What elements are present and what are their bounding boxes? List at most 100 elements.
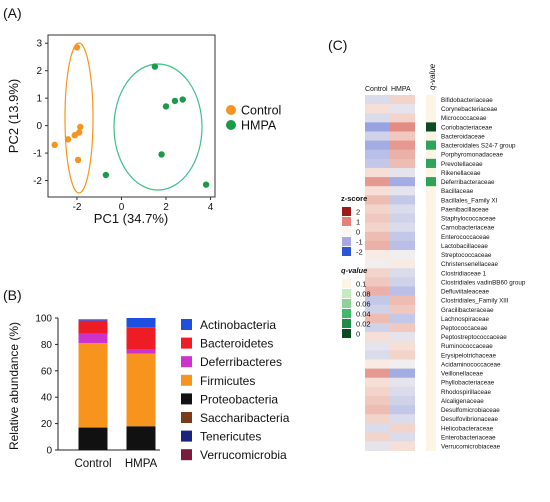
heatmap-row-label: Paenibacillaceae bbox=[441, 206, 489, 213]
heatmap-row-label: Acidaminococcaceae bbox=[441, 361, 501, 368]
heatmap-cell bbox=[390, 304, 415, 315]
heatmap-row-label: Desulfomicrobiaceae bbox=[441, 407, 500, 414]
zscore-legend-label: -1 bbox=[356, 238, 363, 247]
heatmap-cell bbox=[365, 131, 390, 141]
qvalue-legend-label: 0.04 bbox=[356, 310, 371, 319]
zscore-legend-title: z-score bbox=[341, 194, 367, 203]
heatmap-cell bbox=[390, 195, 415, 205]
heatmap-row-label: Erysipelotrichaceae bbox=[441, 352, 496, 359]
zscore-legend-swatch bbox=[342, 227, 351, 236]
bar-y-tick-label: 20 bbox=[41, 419, 53, 430]
bar-y-tick-label: 60 bbox=[41, 366, 53, 377]
bar-segment-firmicutes-control bbox=[78, 343, 108, 428]
bar-legend-label: Saccharibacteria bbox=[200, 411, 290, 425]
pca-point-control bbox=[71, 132, 78, 139]
heatmap-qvalue-cell bbox=[426, 432, 436, 442]
heatmap-cell bbox=[365, 377, 390, 388]
pca-points bbox=[51, 44, 210, 188]
pca-x-tick-label: 2 bbox=[163, 202, 169, 213]
heatmap-qvalue-cell bbox=[426, 341, 436, 351]
heatmap-row-label: Bifidobacteriaceae bbox=[441, 97, 493, 104]
heatmap-cell bbox=[365, 122, 390, 132]
heatmap-row-label: Bacteroidaceae bbox=[441, 133, 485, 140]
pca-legend-label: HMPA bbox=[241, 119, 277, 133]
heatmap-row-label: Ruminococcaceae bbox=[441, 343, 493, 350]
heatmap-cell bbox=[390, 414, 415, 424]
bar-y-tick-label: 0 bbox=[46, 446, 52, 457]
heatmap-qvalue-cell bbox=[426, 104, 436, 114]
heatmap-cell bbox=[390, 104, 415, 114]
heatmap-qvalue-cell bbox=[426, 259, 436, 269]
bar-legend-swatch-tenericutes bbox=[181, 430, 192, 442]
zscore-legend-swatch bbox=[342, 207, 351, 216]
heatmap-qvalue-cell bbox=[426, 231, 436, 242]
pca-y-tick-label: 3 bbox=[36, 39, 42, 50]
pca-x-tick-label: -2 bbox=[72, 202, 81, 213]
heatmap-cell bbox=[365, 395, 390, 406]
heatmap-qvalue-cell bbox=[426, 195, 436, 205]
pca-x-ticks: -2 0 2 4 bbox=[72, 197, 214, 213]
bar-legend-swatch-saccharibacteria bbox=[181, 412, 192, 423]
heatmap-cell bbox=[390, 395, 415, 406]
heatmap-cell bbox=[390, 213, 415, 223]
heatmap-qvalue-cell bbox=[426, 441, 436, 451]
bar-segment-proteobacteria-hmpa bbox=[126, 426, 156, 450]
heatmap-cell bbox=[390, 432, 415, 442]
heatmap-qvalue-cell bbox=[426, 113, 436, 123]
heatmap-row-label: Deferribacteraceae bbox=[441, 179, 495, 186]
bar-y-tick-label: 40 bbox=[41, 393, 53, 404]
pca-y-tick-label: -2 bbox=[33, 176, 42, 187]
heatmap-row-label: Staphylococcaceae bbox=[441, 216, 496, 223]
heatmap-cell bbox=[390, 113, 415, 123]
pca-point-hmpa bbox=[162, 103, 170, 110]
qvalue-legend-label: 0.08 bbox=[356, 290, 371, 299]
heatmap-qvalue-cell bbox=[426, 158, 436, 169]
heatmap-qvalue-cell bbox=[426, 149, 436, 160]
zscore-legend-swatch bbox=[342, 217, 351, 226]
zscore-legend-label: 1 bbox=[356, 218, 360, 227]
heatmap-cell bbox=[365, 332, 390, 342]
pca-y-tick-label: 0 bbox=[36, 121, 42, 132]
qvalue-legend-label: 0.02 bbox=[356, 320, 371, 329]
heatmap-row-label: Corynebacteriaceae bbox=[441, 106, 498, 113]
heatmap-cell bbox=[365, 386, 390, 397]
pca-x-tick-label: 0 bbox=[119, 202, 125, 213]
heatmap-row-label: Rhodospirillaceae bbox=[441, 389, 492, 396]
heatmap-qvalue-cell bbox=[426, 414, 436, 424]
heatmap: Control HMPA q-value Bifidobacteriaceae C… bbox=[341, 63, 526, 451]
heatmap-qvalue-header: q-value bbox=[428, 63, 437, 90]
heatmap-cell bbox=[365, 240, 390, 251]
heatmap-cell bbox=[390, 131, 415, 141]
qvalue-legend: q-value 0.10.080.060.040.020 bbox=[341, 266, 371, 339]
panel-label-b: (B) bbox=[3, 287, 22, 303]
heatmap-qvalue-cell bbox=[426, 350, 436, 360]
heatmap-cell bbox=[390, 277, 415, 287]
heatmap-qvalue-cell bbox=[426, 304, 436, 315]
heatmap-qvalue-cell bbox=[426, 140, 436, 151]
heatmap-cell bbox=[390, 268, 415, 278]
heatmap-cell bbox=[365, 250, 390, 260]
heatmap-row-label: Peptococcaceae bbox=[441, 325, 488, 332]
heatmap-row-label: Rikenellaceae bbox=[441, 170, 481, 177]
heatmap-qvalue-cell bbox=[426, 131, 436, 141]
heatmap-row-label: Enterococcaceae bbox=[441, 234, 490, 241]
heatmap-cell bbox=[390, 140, 415, 151]
heatmap-qvalue-cell bbox=[426, 323, 436, 333]
pca-legend-marker-hmpa bbox=[226, 120, 236, 130]
pca-point-hmpa bbox=[202, 181, 210, 188]
bar-legend-label: Verrucomicrobia bbox=[200, 448, 287, 462]
heatmap-cells bbox=[365, 95, 415, 451]
panel-label-c: (C) bbox=[328, 37, 347, 53]
heatmap-cell bbox=[390, 295, 415, 306]
heatmap-cell bbox=[365, 177, 390, 187]
heatmap-qvalue-cell bbox=[426, 386, 436, 397]
pca-y-axis-label: PC2 (13.9%) bbox=[6, 79, 21, 153]
bar-legend-label: Proteobacteria bbox=[200, 392, 278, 406]
heatmap-row-label: Bacteroidales S24-7 group bbox=[441, 143, 516, 150]
heatmap-row-label: Micrococcaceae bbox=[441, 115, 487, 122]
heatmap-cell bbox=[365, 186, 390, 196]
heatmap-cell bbox=[365, 277, 390, 287]
qvalue-legend-swatch bbox=[342, 279, 351, 288]
heatmap-row-label: Prevotellaceae bbox=[441, 161, 483, 168]
heatmap-cell bbox=[390, 250, 415, 260]
